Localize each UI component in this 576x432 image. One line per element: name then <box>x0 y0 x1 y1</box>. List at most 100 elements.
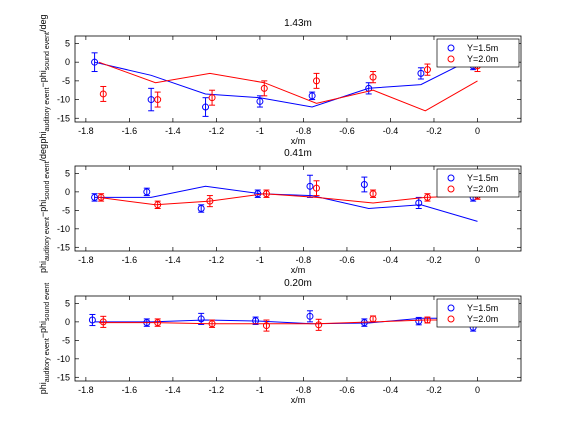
y-tick-label: 5 <box>65 38 70 48</box>
data-point <box>154 201 162 209</box>
y-tick-label: 0 <box>65 187 70 197</box>
panel-title: 0.41m <box>284 148 312 159</box>
data-point <box>154 319 162 327</box>
data-point <box>369 315 377 323</box>
legend-marker <box>447 55 455 63</box>
data-point <box>306 182 314 190</box>
x-tick-label: -1 <box>256 126 264 136</box>
x-tick-label: -1.4 <box>165 255 181 265</box>
y-tick-label: -10 <box>57 95 70 105</box>
x-tick-label: -1.8 <box>78 385 94 395</box>
y-tick-label: 5 <box>65 298 70 308</box>
subplot-3: -1.8 -1.6 -1.4 -1.2 -1 -0.8 -0.6 -0.4 -0.2 0 5 0 -5 -… <box>38 278 522 405</box>
data-point <box>369 73 377 81</box>
y-label-part: phi <box>38 131 48 143</box>
x-tick-label: -0.8 <box>296 255 312 265</box>
data-point <box>197 315 205 323</box>
x-tick-label: -1 <box>256 385 264 395</box>
data-point <box>423 66 431 74</box>
data-point <box>262 190 270 198</box>
x-tick-label: -0.4 <box>383 255 399 265</box>
y-axis-label: phiauditory event−phisound event <box>38 283 51 394</box>
y-tick-label: -15 <box>57 372 70 382</box>
y-tick-label: -5 <box>62 205 70 215</box>
legend-marker <box>447 44 455 52</box>
axes-box <box>74 165 522 252</box>
x-tick-label: -0.2 <box>426 385 442 395</box>
axes-box <box>74 295 522 382</box>
data-point <box>360 180 368 188</box>
x-axis-label: x/m <box>291 136 306 146</box>
x-tick-label: -1.8 <box>78 126 94 136</box>
data-point <box>208 94 216 102</box>
data-point <box>91 193 99 201</box>
x-tick-label: -1.4 <box>165 126 181 136</box>
legend-label: Y=1.5m <box>467 43 498 53</box>
y-label-part: phi <box>38 261 48 273</box>
y-label-part: auditory event <box>44 87 51 131</box>
x-tick-label: -0.8 <box>296 126 312 136</box>
axes-box <box>74 35 522 123</box>
subplot-2: -1.8 -1.6 -1.4 -1.2 -1 -0.8 -0.6 -0.4 -0.2 0 5 0 -5 -… <box>38 144 522 275</box>
x-tick-label: -1.8 <box>78 255 94 265</box>
data-point <box>256 97 264 105</box>
series-line-1 <box>94 57 474 108</box>
y-tick-label: -10 <box>57 224 70 234</box>
series-line-2 <box>98 61 478 112</box>
x-tick-label: -0.6 <box>339 385 355 395</box>
legend-label: Y=2.0m <box>467 184 498 194</box>
y-label-part: auditory event <box>44 338 51 382</box>
y-tick-label: -5 <box>62 335 70 345</box>
legend-marker <box>447 174 455 182</box>
y-axis-label: phiauditory event−phisound event/deg <box>38 15 51 144</box>
y-tick-label: -5 <box>62 76 70 86</box>
data-point <box>260 84 268 92</box>
legend-marker <box>447 304 455 312</box>
x-tick-label: -1.6 <box>122 126 138 136</box>
data-point <box>99 90 107 98</box>
y-label-part: −phi <box>38 200 48 217</box>
x-tick-label: -0.4 <box>383 126 399 136</box>
legend-label: Y=2.0m <box>467 314 498 324</box>
legend-marker <box>447 315 455 323</box>
legend-label: Y=1.5m <box>467 303 498 313</box>
data-point <box>208 320 216 328</box>
data-point <box>308 92 316 100</box>
data-point <box>306 312 314 320</box>
x-tick-label: -1.2 <box>209 385 225 395</box>
y-tick-label: 0 <box>65 57 70 67</box>
data-point <box>154 96 162 104</box>
y-label-part: sound event <box>44 283 51 321</box>
data-point <box>369 190 377 198</box>
legend-label: Y=2.0m <box>467 54 498 64</box>
x-tick-label: 0 <box>475 255 480 265</box>
x-tick-label: -0.2 <box>426 255 442 265</box>
y-label-part: phi <box>38 382 48 394</box>
data-point <box>97 193 105 201</box>
series-line-2 <box>98 193 478 206</box>
y-label-part: sound event <box>44 162 51 200</box>
x-tick-label: -1.4 <box>165 385 181 395</box>
x-tick-label: 0 <box>475 126 480 136</box>
data-point <box>315 321 323 329</box>
legend-label: Y=1.5m <box>467 173 498 183</box>
x-tick-label: -0.6 <box>339 255 355 265</box>
data-point <box>417 69 425 77</box>
y-label-part: auditory event <box>44 217 51 261</box>
panel-title: 1.43m <box>284 18 312 29</box>
x-tick-label: -0.4 <box>383 385 399 395</box>
y-label-part: −phi <box>38 70 48 87</box>
y-tick-label: 0 <box>65 317 70 327</box>
y-tick-label: -10 <box>57 354 70 364</box>
data-point <box>423 316 431 324</box>
data-point <box>202 103 210 111</box>
data-point <box>147 96 155 104</box>
panel-title: 0.20m <box>284 278 312 289</box>
data-point <box>415 199 423 207</box>
y-label-part: /deg <box>38 144 48 162</box>
y-label-part: sound event <box>44 32 51 70</box>
x-tick-label: 0 <box>475 385 480 395</box>
y-axis-label: phiauditory event−phisound event/deg <box>38 144 51 273</box>
y-label-part: /deg <box>38 15 48 33</box>
